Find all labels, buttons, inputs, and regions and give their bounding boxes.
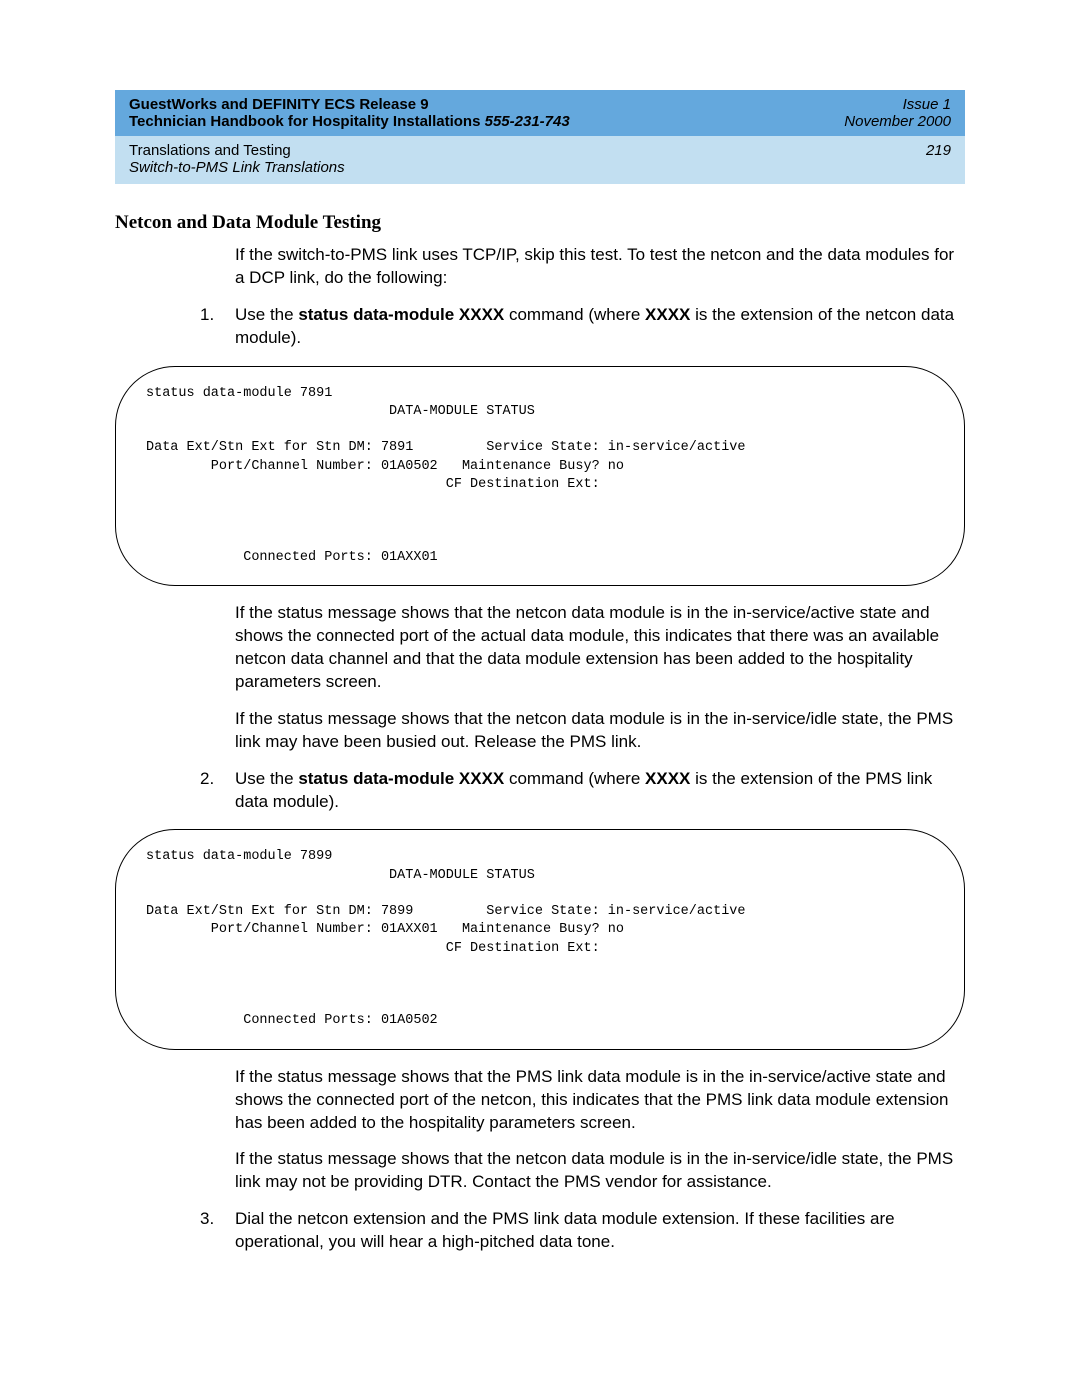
issue-label: Issue 1 <box>844 96 951 113</box>
header-meta-block: Issue 1 November 2000 <box>844 96 951 130</box>
list-item: 1. Use the status data-module XXXX comma… <box>200 304 955 350</box>
step-body: Dial the netcon extension and the PMS li… <box>235 1208 955 1254</box>
procedure-list: 3. Dial the netcon extension and the PMS… <box>200 1208 955 1254</box>
doc-title-text: Technician Handbook for Hospitality Inst… <box>129 113 485 130</box>
header-bottom-bar: Translations and Testing Switch-to-PMS L… <box>115 136 965 184</box>
header-title-block: GuestWorks and DEFINITY ECS Release 9 Te… <box>129 96 570 130</box>
list-item: 3. Dial the netcon extension and the PMS… <box>200 1208 955 1254</box>
step-body: Use the status data-module XXXX command … <box>235 768 955 814</box>
section-heading: Netcon and Data Module Testing <box>115 212 965 234</box>
step-number: 1. <box>200 304 235 350</box>
command-text: status data-module XXXX <box>298 305 504 324</box>
procedure-list: 1. Use the status data-module XXXX comma… <box>200 304 955 350</box>
terminal-output-block: status data-module 7899 DATA-MODULE STAT… <box>115 829 965 1049</box>
result-paragraph: If the status message shows that the net… <box>235 708 955 754</box>
intro-paragraph: If the switch-to-PMS link uses TCP/IP, s… <box>235 244 955 290</box>
terminal-output: status data-module 7891 DATA-MODULE STAT… <box>115 366 965 586</box>
result-paragraph: If the status message shows that the net… <box>235 602 955 694</box>
procedure-list: 2. Use the status data-module XXXX comma… <box>200 768 955 814</box>
page-number-value: 219 <box>926 142 951 159</box>
page-header: GuestWorks and DEFINITY ECS Release 9 Te… <box>115 90 965 184</box>
terminal-output: status data-module 7899 DATA-MODULE STAT… <box>115 829 965 1049</box>
step-text: command (where <box>504 305 645 324</box>
chapter-name: Translations and Testing <box>129 142 345 159</box>
step-text: Use the <box>235 305 298 324</box>
breadcrumb-block: Translations and Testing Switch-to-PMS L… <box>129 142 345 176</box>
page: GuestWorks and DEFINITY ECS Release 9 Te… <box>0 0 1080 1397</box>
terminal-output-block: status data-module 7891 DATA-MODULE STAT… <box>115 366 965 586</box>
doc-title: Technician Handbook for Hospitality Inst… <box>129 113 570 130</box>
command-arg: XXXX <box>645 769 690 788</box>
result-paragraph: If the status message shows that the net… <box>235 1148 955 1194</box>
step-text: command (where <box>504 769 645 788</box>
doc-number: 555-231-743 <box>485 113 570 130</box>
page-number: 219 <box>926 142 951 176</box>
step-number: 2. <box>200 768 235 814</box>
date-label: November 2000 <box>844 113 951 130</box>
command-arg: XXXX <box>645 305 690 324</box>
list-item: 2. Use the status data-module XXXX comma… <box>200 768 955 814</box>
product-title: GuestWorks and DEFINITY ECS Release 9 <box>129 96 570 113</box>
section-name: Switch-to-PMS Link Translations <box>129 159 345 176</box>
header-top-bar: GuestWorks and DEFINITY ECS Release 9 Te… <box>115 90 965 136</box>
result-paragraph: If the status message shows that the PMS… <box>235 1066 955 1135</box>
step-text: Use the <box>235 769 298 788</box>
step-body: Use the status data-module XXXX command … <box>235 304 955 350</box>
step-number: 3. <box>200 1208 235 1254</box>
command-text: status data-module XXXX <box>298 769 504 788</box>
